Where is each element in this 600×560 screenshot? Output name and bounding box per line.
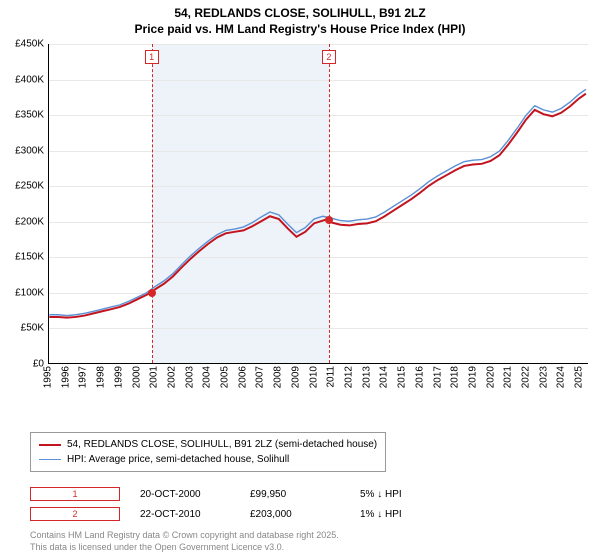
x-tick-label: 2018 <box>450 366 461 388</box>
sale-price: £99,950 <box>250 489 340 500</box>
sale-price: £203,000 <box>250 509 340 520</box>
y-tick-label: £200K <box>15 216 44 227</box>
x-tick-label: 2017 <box>432 366 443 388</box>
x-tick-label: 1999 <box>113 366 124 388</box>
legend-row-2: HPI: Average price, semi-detached house,… <box>39 452 377 467</box>
chart-title: 54, REDLANDS CLOSE, SOLIHULL, B91 2LZ Pr… <box>0 0 600 37</box>
y-tick-label: £350K <box>15 110 44 121</box>
sale-table: 1 20-OCT-2000 £99,950 5% ↓ HPI 2 22-OCT-2010 £… <box>30 484 590 524</box>
x-tick-label: 2013 <box>361 366 372 388</box>
x-tick-label: 2022 <box>521 366 532 388</box>
chart-container: 54, REDLANDS CLOSE, SOLIHULL, B91 2LZ Pr… <box>0 0 600 560</box>
x-tick-label: 2010 <box>308 366 319 388</box>
y-tick-label: £300K <box>15 145 44 156</box>
x-tick-label: 2007 <box>255 366 266 388</box>
x-tick-label: 2006 <box>237 366 248 388</box>
sale-idx-box: 1 <box>30 487 120 501</box>
legend-label-2: HPI: Average price, semi-detached house,… <box>67 452 289 467</box>
sale-table-row: 2 22-OCT-2010 £203,000 1% ↓ HPI <box>30 504 590 524</box>
x-tick-label: 2003 <box>184 366 195 388</box>
x-tick-label: 1998 <box>96 366 107 388</box>
line-hpi <box>49 89 586 315</box>
y-tick-label: £150K <box>15 252 44 263</box>
x-tick-label: 2019 <box>467 366 478 388</box>
legend-label-1: 54, REDLANDS CLOSE, SOLIHULL, B91 2LZ (s… <box>67 437 377 452</box>
x-tick-label: 2025 <box>574 366 585 388</box>
x-axis: 1995199619971998199920002001200220032004… <box>48 364 588 404</box>
x-tick-label: 2002 <box>166 366 177 388</box>
y-tick-label: £250K <box>15 181 44 192</box>
x-tick-label: 2014 <box>379 366 390 388</box>
y-axis: £0£50K£100K£150K£200K£250K£300K£350K£400… <box>0 44 48 364</box>
below-chart: 54, REDLANDS CLOSE, SOLIHULL, B91 2LZ (s… <box>10 408 590 553</box>
x-tick-label: 2021 <box>503 366 514 388</box>
sale-point-dot <box>325 216 333 224</box>
x-tick-label: 1996 <box>60 366 71 388</box>
x-tick-label: 1997 <box>78 366 89 388</box>
sale-table-row: 1 20-OCT-2000 £99,950 5% ↓ HPI <box>30 484 590 504</box>
x-tick-label: 2001 <box>149 366 160 388</box>
x-tick-label: 2008 <box>273 366 284 388</box>
y-tick-label: £400K <box>15 74 44 85</box>
sale-date: 22-OCT-2010 <box>140 509 230 520</box>
x-tick-label: 2016 <box>414 366 425 388</box>
footer-line1: Contains HM Land Registry data © Crown c… <box>30 530 590 542</box>
y-tick-label: £50K <box>21 323 44 334</box>
x-tick-label: 2020 <box>485 366 496 388</box>
x-tick-label: 2004 <box>202 366 213 388</box>
chart-area: £0£50K£100K£150K£200K£250K£300K£350K£400… <box>0 44 600 404</box>
y-tick-label: £450K <box>15 39 44 50</box>
x-tick-label: 2000 <box>131 366 142 388</box>
plot-region: 12 <box>48 44 588 364</box>
sale-marker-badge: 1 <box>145 50 159 64</box>
line-subject <box>49 94 586 318</box>
title-line2: Price paid vs. HM Land Registry's House … <box>0 22 600 38</box>
x-tick-label: 2011 <box>326 366 337 388</box>
sale-marker-badge: 2 <box>322 50 336 64</box>
y-tick-label: £100K <box>15 287 44 298</box>
legend-box: 54, REDLANDS CLOSE, SOLIHULL, B91 2LZ (s… <box>30 432 386 472</box>
x-tick-label: 2009 <box>290 366 301 388</box>
sale-idx-box: 2 <box>30 507 120 521</box>
line-series-svg <box>49 44 588 363</box>
x-tick-label: 2015 <box>397 366 408 388</box>
legend-row-1: 54, REDLANDS CLOSE, SOLIHULL, B91 2LZ (s… <box>39 437 377 452</box>
sale-marker-line <box>329 44 330 363</box>
sale-delta: 1% ↓ HPI <box>360 509 450 520</box>
x-tick-label: 2005 <box>220 366 231 388</box>
x-tick-label: 2012 <box>343 366 354 388</box>
sale-point-dot <box>148 289 156 297</box>
legend-swatch-1 <box>39 444 61 446</box>
x-tick-label: 2024 <box>556 366 567 388</box>
title-line1: 54, REDLANDS CLOSE, SOLIHULL, B91 2LZ <box>0 6 600 22</box>
legend-swatch-2 <box>39 459 61 460</box>
sale-marker-line <box>152 44 153 363</box>
sale-date: 20-OCT-2000 <box>140 489 230 500</box>
footer-attribution: Contains HM Land Registry data © Crown c… <box>30 530 590 553</box>
footer-line2: This data is licensed under the Open Gov… <box>30 542 590 554</box>
x-tick-label: 1995 <box>43 366 54 388</box>
x-tick-label: 2023 <box>538 366 549 388</box>
sale-delta: 5% ↓ HPI <box>360 489 450 500</box>
